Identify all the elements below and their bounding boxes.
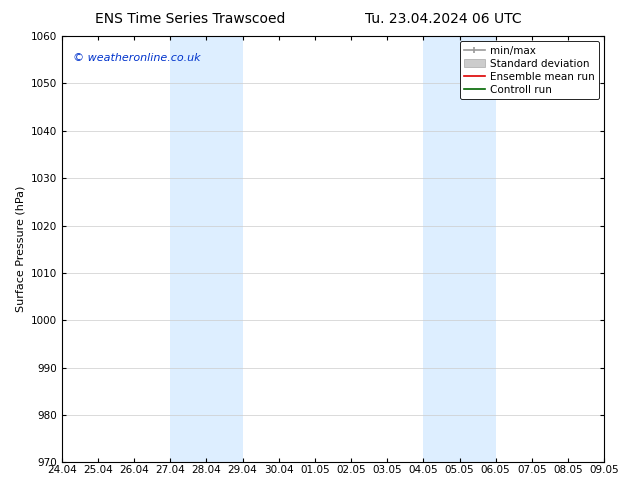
Y-axis label: Surface Pressure (hPa): Surface Pressure (hPa) [15,186,25,312]
Bar [424,36,496,462]
Text: ENS Time Series Trawscoed: ENS Time Series Trawscoed [95,12,285,26]
Text: Tu. 23.04.2024 06 UTC: Tu. 23.04.2024 06 UTC [365,12,522,26]
Legend: min/max, Standard deviation, Ensemble mean run, Controll run: min/max, Standard deviation, Ensemble me… [460,41,599,99]
Bar [170,36,243,462]
Text: © weatheronline.co.uk: © weatheronline.co.uk [72,53,200,63]
